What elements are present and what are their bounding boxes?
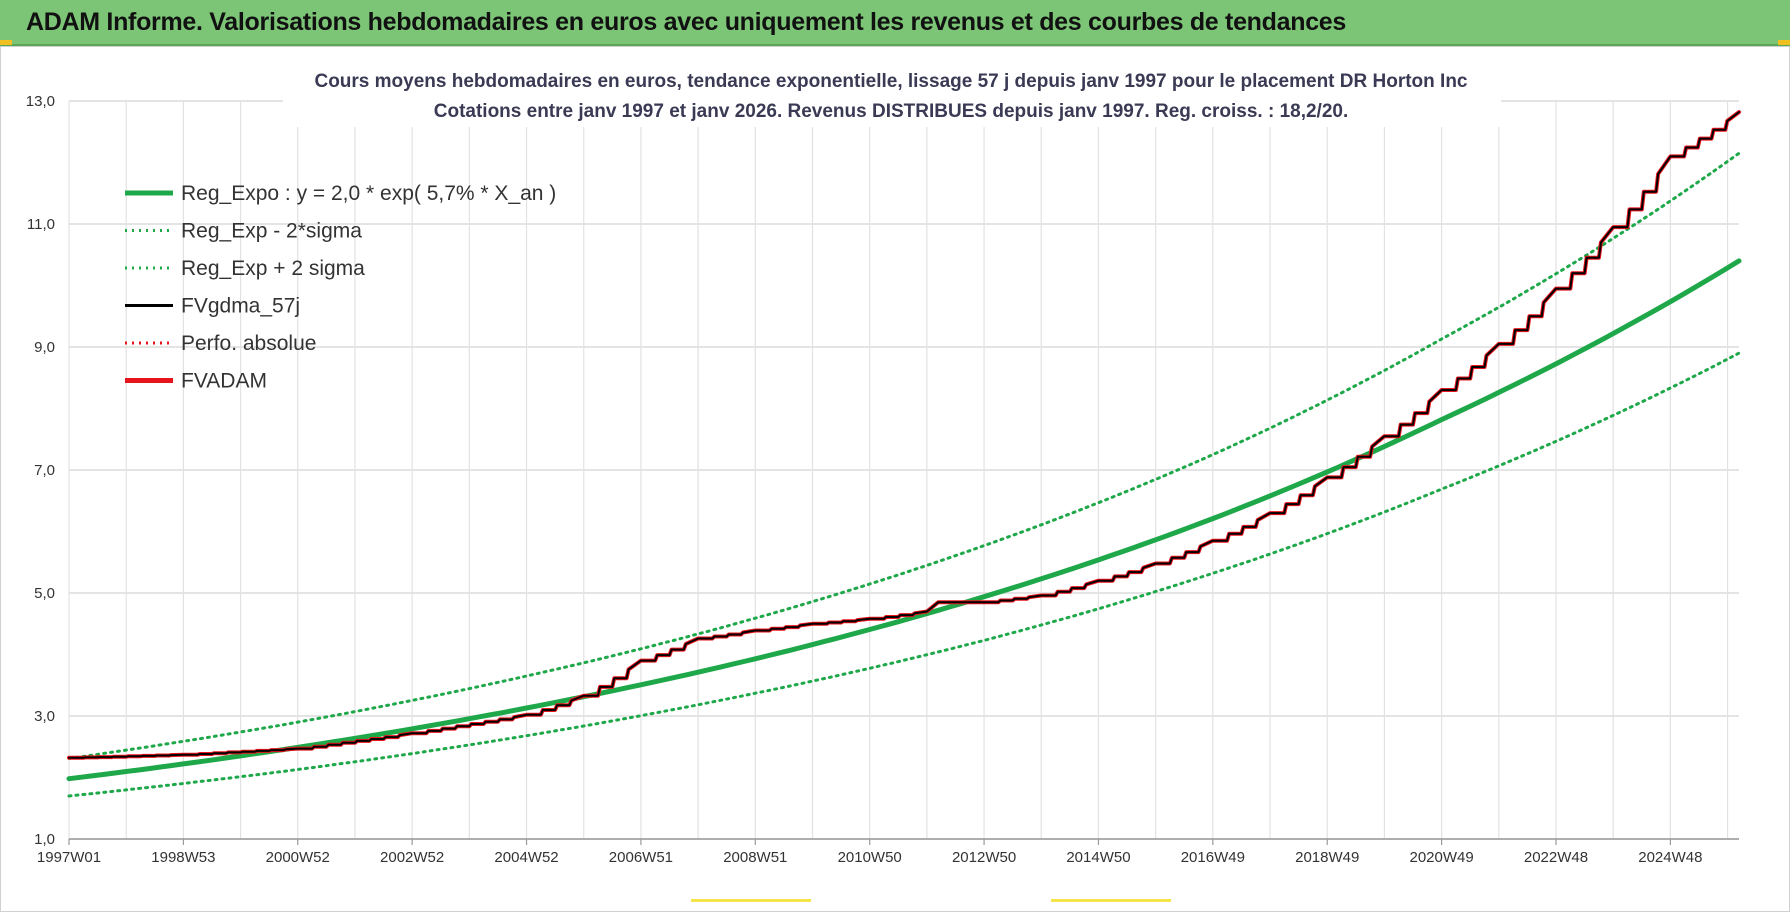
corner-mark-left [0,40,12,45]
x-tick-label: 2000W52 [266,849,330,866]
grid [68,100,1739,840]
x-tick-label: 2022W48 [1524,849,1588,866]
series-line-reg-exp-2-sigma [67,351,1741,798]
series-line-fvgdma-57j [68,111,1740,759]
x-tick-label: 2008W51 [723,849,787,866]
corner-mark-right [1778,40,1790,45]
y-tick-label: 3,0 [34,708,55,725]
legend-label: FVgdma_57j [181,295,300,318]
footer-mark [691,899,811,902]
axes: 1997W01 1998W53 2000W52 2002W52 2004W52 2006W… [26,93,1739,866]
y-tick-label: 11,0 [27,216,55,233]
x-tick-label: 2002W52 [380,849,444,866]
series-group [66,110,1742,798]
series-line-reg-exp-2-sigma [67,151,1741,760]
x-tick-label: 2018W49 [1295,849,1359,866]
chart-frame: Cours moyens hebdomadaires en euros, ten… [0,46,1790,912]
x-tick-label: 2020W49 [1409,849,1473,866]
y-tick-label: 5,0 [34,585,55,602]
chart-titles: Cours moyens hebdomadaires en euros, ten… [283,69,1501,127]
x-tick-label: 2024W48 [1638,849,1702,866]
legend-label: Perfo. absolue [181,332,316,355]
legend-label: FVADAM [181,370,267,393]
footer-mark [1051,899,1171,902]
x-tick-label: 2006W51 [609,849,673,866]
legend: Reg_Expo : y = 2,0 * exp( 5,7% * X_an ) R… [125,182,556,393]
chart-subtitle: Cotations entre janv 1997 et janv 2026. … [434,101,1349,122]
legend-label: Reg_Expo : y = 2,0 * exp( 5,7% * X_an ) [181,182,556,205]
chart-title: Cours moyens hebdomadaires en euros, ten… [314,71,1467,92]
x-tick-label: 2010W50 [838,849,902,866]
y-tick-label: 9,0 [34,339,55,356]
line-chart: Cours moyens hebdomadaires en euros, ten… [26,69,1742,866]
legend-label: Reg_Exp - 2*sigma [181,220,362,243]
x-tick-label: 2004W52 [494,849,558,866]
x-tick-label: 2016W49 [1181,849,1245,866]
x-tick-label: 1998W53 [151,849,215,866]
y-tick-label: 13,0 [26,93,55,110]
title-background [283,69,1501,127]
x-tick-label: 2012W50 [952,849,1016,866]
page-title: ADAM Informe. Valorisations hebdomadaire… [26,8,1347,36]
header-banner: ADAM Informe. Valorisations hebdomadaire… [0,0,1790,46]
x-tick-label: 2014W50 [1066,849,1130,866]
y-tick-label: 7,0 [34,462,55,479]
y-tick-label: 1,0 [34,831,55,848]
x-tick-label: 1997W01 [37,849,101,866]
series-line-reg-expo-y-2-0-exp-5-7-x-an- [66,258,1742,782]
legend-label: Reg_Exp + 2 sigma [181,257,365,280]
